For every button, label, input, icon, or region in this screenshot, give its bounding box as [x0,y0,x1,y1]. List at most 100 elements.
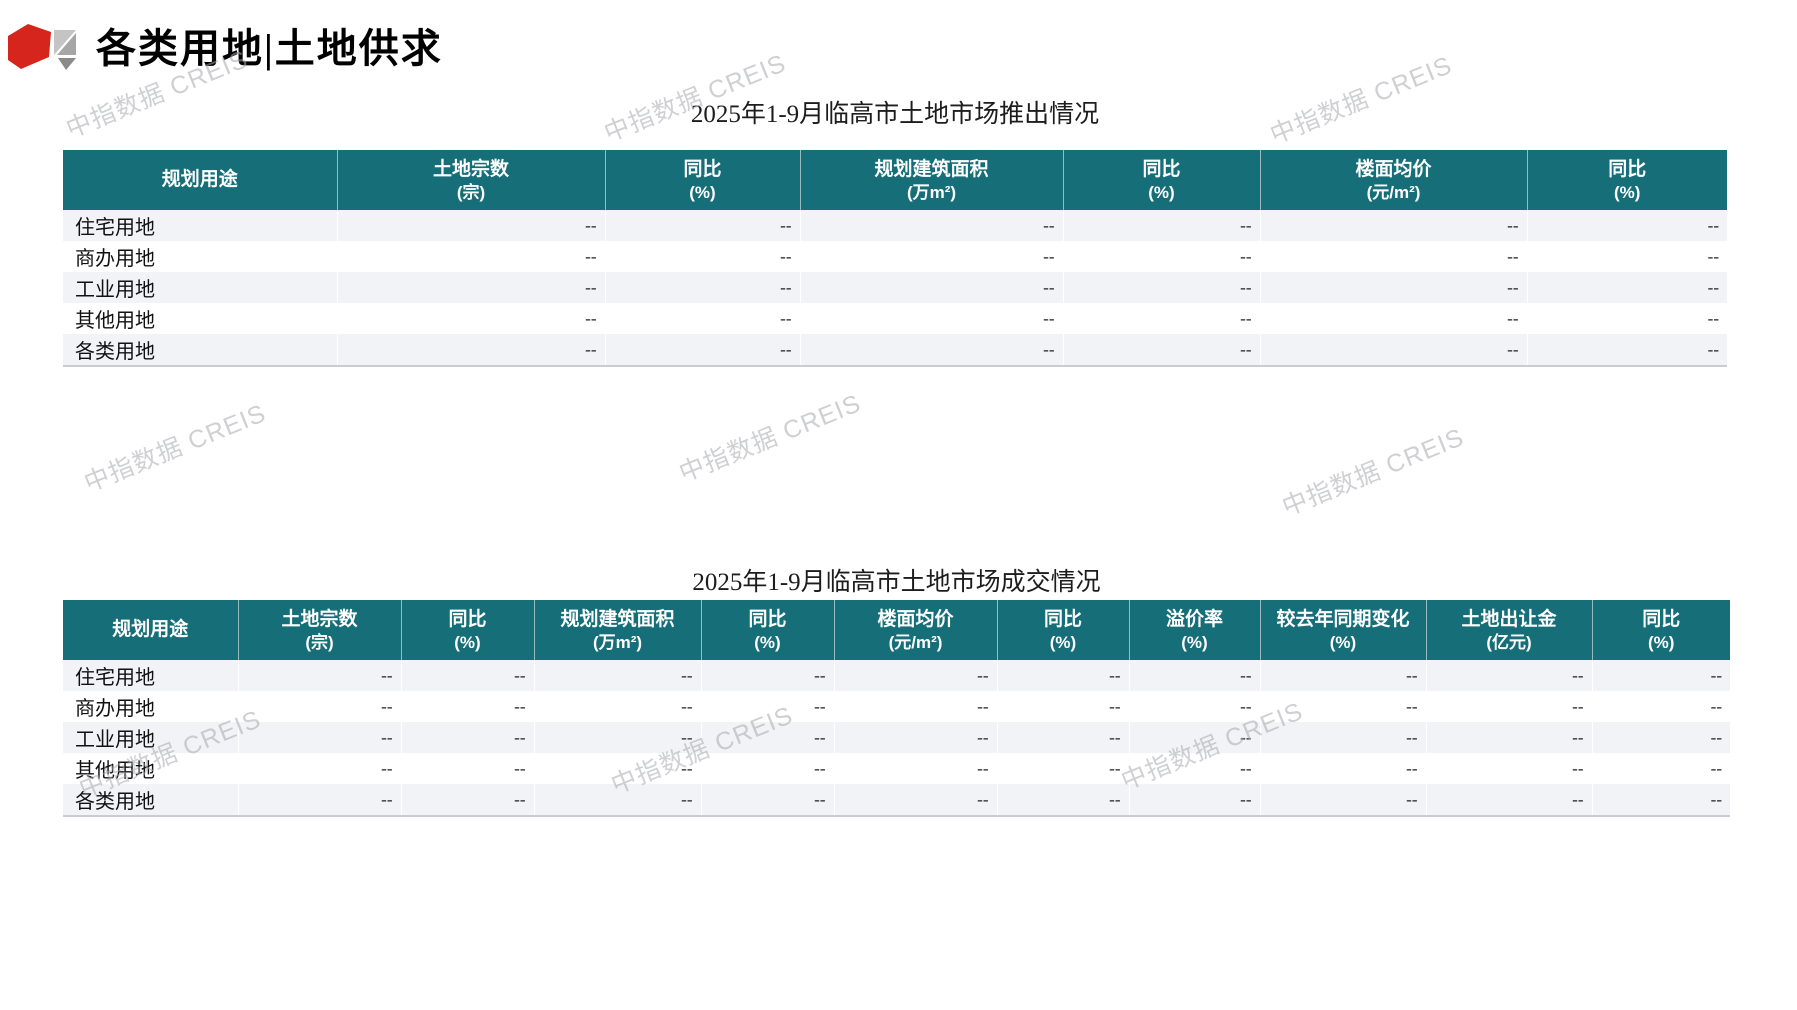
cell: -- [533,691,701,722]
cell: -- [400,753,534,784]
cell: -- [336,272,605,303]
cell: -- [700,660,834,691]
cell: -- [1591,784,1730,816]
col-header-yoy: 同比 (%) [700,600,834,660]
row-label: 各类用地 [75,341,155,363]
transactions-table: 规划用途 土地宗数 (宗) 同比 (%) 规划建筑面积 (万m²) 同比 (%) 楼面均… [63,600,1730,817]
supply-header-row: 规划用途 土地宗数 (宗) 同比 (%) 规划建筑面积 (万m²) 同比 (%) 楼面均… [63,150,1727,210]
col-header-planned-gfa: 规划建筑面积 (万m²) [533,600,701,660]
cell: -- [237,691,401,722]
cell: -- [1128,753,1260,784]
table-row: 商办用地 -- -- -- -- -- -- -- -- -- -- [63,691,1730,722]
col-header-parcel-count: 土地宗数 (宗) [336,150,605,210]
cell: -- [604,210,800,241]
cell: -- [700,784,834,816]
cell: -- [996,691,1129,722]
cell: -- [1259,722,1426,753]
cell: -- [604,334,800,366]
table-row: 各类用地 -- -- -- -- -- -- -- -- -- -- [63,784,1730,816]
col-header-planned-gfa: 规划建筑面积 (万m²) [799,150,1063,210]
cell: -- [1425,784,1592,816]
cell: -- [400,691,534,722]
cell: -- [1526,303,1727,334]
page-title: 各类用地|土地供求 [96,26,443,71]
cell: -- [336,303,605,334]
cell: -- [1591,691,1730,722]
row-label: 各类用地 [75,791,155,813]
col-header-land-sale-revenue: 土地出让金 (亿元) [1425,600,1592,660]
col-header-premium-rate: 溢价率 (%) [1128,600,1260,660]
cell: -- [1259,210,1527,241]
cell: -- [1425,691,1592,722]
cell: -- [400,660,534,691]
table-row: 商办用地 -- -- -- -- -- -- [63,241,1727,272]
cell: -- [1259,691,1426,722]
col-header-yoy: 同比 (%) [400,600,534,660]
col-header-yoy: 同比 (%) [604,150,800,210]
cell: -- [833,691,997,722]
cell: -- [1259,784,1426,816]
cell: -- [1259,334,1527,366]
cell: -- [1128,660,1260,691]
cell: -- [996,784,1129,816]
cell: -- [799,241,1063,272]
transactions-header-row: 规划用途 土地宗数 (宗) 同比 (%) 规划建筑面积 (万m²) 同比 (%) 楼面均… [63,600,1730,660]
watermark: 中指数据 CREIS [80,399,271,498]
cell: -- [237,722,401,753]
cell: -- [237,784,401,816]
cell: -- [1526,241,1727,272]
col-header-parcel-count: 土地宗数 (宗) [237,600,401,660]
cell: -- [1259,241,1527,272]
row-label: 其他用地 [75,760,155,782]
cell: -- [799,334,1063,366]
cell: -- [533,722,701,753]
cell: -- [1062,303,1260,334]
cell: -- [336,241,605,272]
cell: -- [996,660,1129,691]
cell: -- [1128,784,1260,816]
cell: -- [833,753,997,784]
cell: -- [604,303,800,334]
cell: -- [400,722,534,753]
cell: -- [533,753,701,784]
cell: -- [604,272,800,303]
cell: -- [1591,753,1730,784]
cell: -- [336,210,605,241]
cell: -- [1591,722,1730,753]
col-header-change-vs-last-year: 较去年同期变化 (%) [1259,600,1426,660]
transactions-table-title: 2025年1-9月临高市土地市场成交情况 [692,569,1101,596]
cell: -- [1062,272,1260,303]
cell: -- [604,241,800,272]
cell: -- [833,722,997,753]
creis-logo-icon [8,24,76,70]
col-header-floor-price: 楼面均价 (元/m²) [1259,150,1527,210]
col-header-yoy: 同比 (%) [996,600,1129,660]
cell: -- [996,722,1129,753]
row-label: 其他用地 [75,310,155,332]
cell: -- [700,691,834,722]
cell: -- [1259,660,1426,691]
col-header-planned-use: 规划用途 [63,600,238,660]
cell: -- [799,210,1063,241]
col-header-yoy: 同比 (%) [1526,150,1727,210]
cell: -- [1425,722,1592,753]
col-header-yoy: 同比 (%) [1591,600,1730,660]
cell: -- [1259,753,1426,784]
cell: -- [1062,241,1260,272]
table-row: 其他用地 -- -- -- -- -- -- [63,303,1727,334]
cell: -- [237,660,401,691]
table-row: 工业用地 -- -- -- -- -- -- [63,272,1727,303]
row-label: 工业用地 [75,729,155,751]
cell: -- [1591,660,1730,691]
cell: -- [700,753,834,784]
table-row: 其他用地 -- -- -- -- -- -- -- -- -- -- [63,753,1730,784]
cell: -- [799,303,1063,334]
cell: -- [996,753,1129,784]
supply-table-title: 2025年1-9月临高市土地市场推出情况 [690,101,1100,128]
row-label: 住宅用地 [75,667,155,689]
cell: -- [833,660,997,691]
cell: -- [833,784,997,816]
row-label: 商办用地 [75,698,155,720]
cell: -- [1526,334,1727,366]
